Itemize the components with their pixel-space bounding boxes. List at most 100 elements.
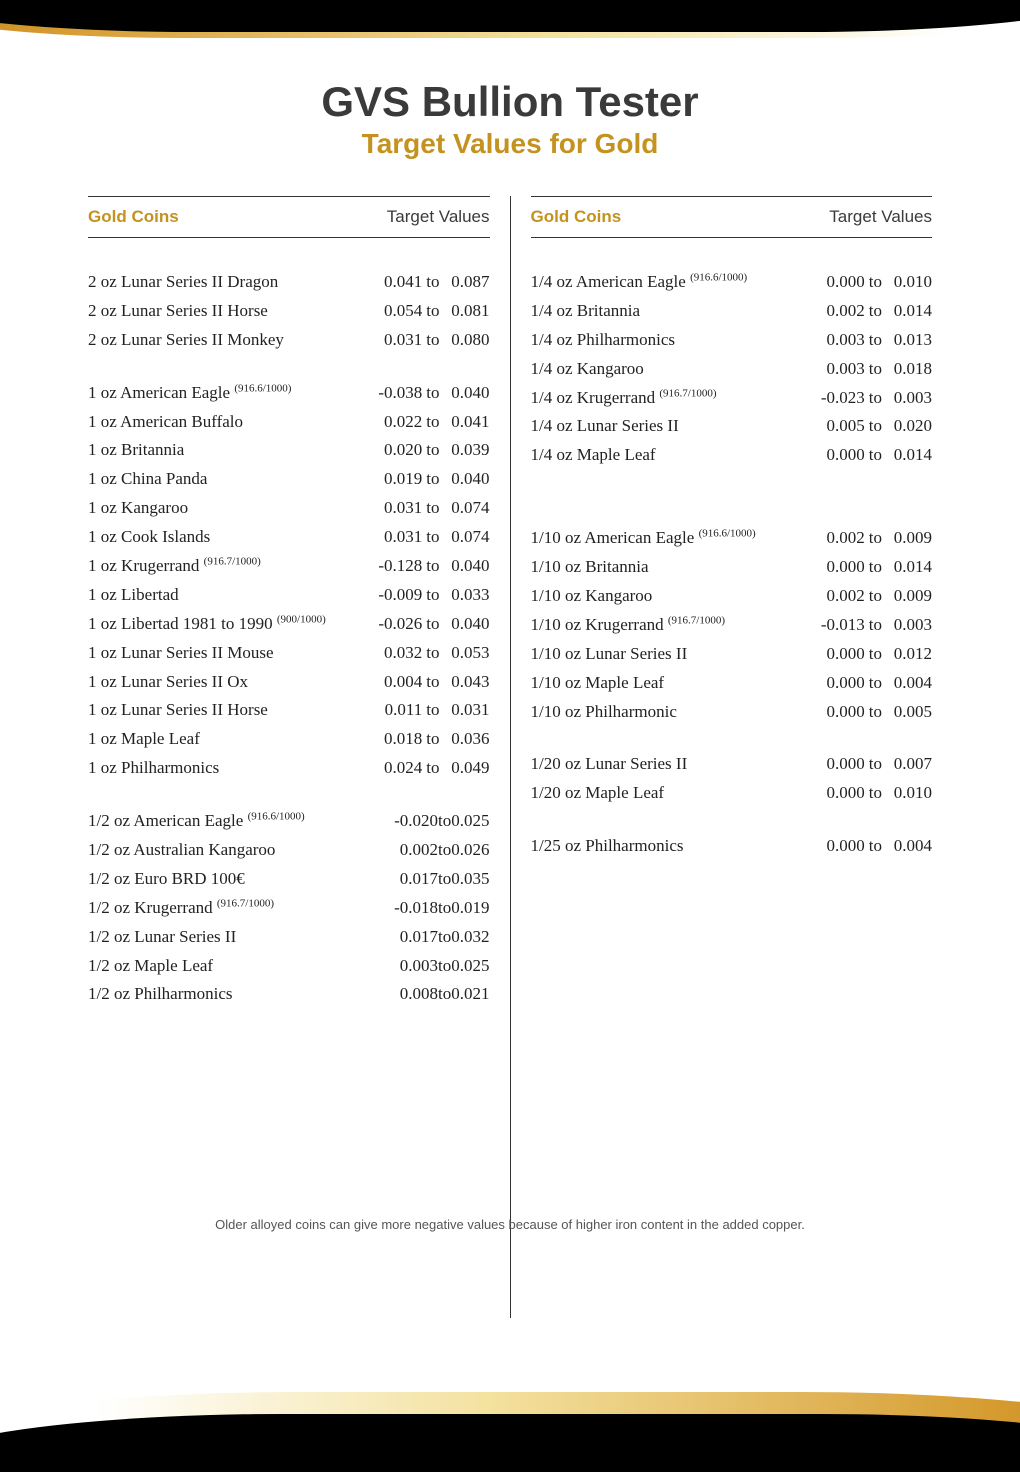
value-high: 0.013: [886, 326, 932, 355]
value-to: to: [426, 696, 439, 725]
value-low: -0.038: [368, 379, 422, 408]
fineness-superscript: (916.7/1000): [217, 897, 274, 909]
value-low: 0.000: [811, 698, 865, 727]
coin-name: 1 oz Krugerrand (916.7/1000): [88, 552, 368, 581]
table-row: 1 oz Libertad 1981 to 1990 (900/1000)-0.…: [88, 610, 490, 639]
value-range: 0.000 to 0.010: [811, 779, 932, 808]
value-high: 0.040: [444, 465, 490, 494]
table-row: 1/2 oz Philharmonics 0.008 to 0.021: [88, 980, 490, 1009]
value-high: 0.035: [451, 865, 489, 894]
value-high: 0.026: [451, 836, 489, 865]
coin-name: 1/2 oz Euro BRD 100€: [88, 865, 400, 894]
table-row: 1/4 oz Britannia 0.002 to 0.014: [531, 297, 933, 326]
value-to: to: [438, 836, 451, 865]
value-to: to: [869, 640, 882, 669]
value-range: 0.003 to 0.013: [811, 326, 932, 355]
value-to: to: [869, 297, 882, 326]
value-range: 0.019 to 0.040: [368, 465, 489, 494]
value-to: to: [869, 441, 882, 470]
value-range: 0.002 to 0.009: [811, 582, 932, 611]
value-high: 0.019: [451, 894, 489, 923]
value-high: 0.009: [886, 582, 932, 611]
value-to: to: [869, 524, 882, 553]
value-low: -0.128: [368, 552, 422, 581]
value-high: 0.036: [444, 725, 490, 754]
bottom-black-curve: [0, 1414, 1020, 1472]
value-to: to: [426, 408, 439, 437]
value-range: 0.022 to 0.041: [368, 408, 489, 437]
table-row: 2 oz Lunar Series II Monkey 0.031 to 0.0…: [88, 326, 490, 355]
value-range: 0.000 to 0.005: [811, 698, 932, 727]
value-low: 0.041: [368, 268, 422, 297]
value-low: 0.020: [368, 436, 422, 465]
value-low: 0.008: [400, 980, 438, 1009]
coin-name: 1/2 oz Krugerrand (916.7/1000): [88, 894, 394, 923]
value-low: 0.003: [811, 326, 865, 355]
coin-name: 1 oz Maple Leaf: [88, 725, 368, 754]
value-to: to: [869, 384, 882, 413]
value-high: 0.021: [451, 980, 489, 1009]
value-low: 0.032: [368, 639, 422, 668]
value-high: 0.081: [444, 297, 490, 326]
value-range: 0.000 to 0.010: [811, 268, 932, 297]
table-row: 1 oz Libertad -0.009 to 0.033: [88, 581, 490, 610]
coin-name: 1/4 oz Britannia: [531, 297, 811, 326]
table-row: 1/20 oz Maple Leaf 0.000 to 0.010: [531, 779, 933, 808]
table-row: 1 oz American Eagle (916.6/1000)-0.038 t…: [88, 379, 490, 408]
value-range: 0.000 to 0.004: [811, 669, 932, 698]
right-column-body: 1/4 oz American Eagle (916.6/1000)0.000 …: [531, 268, 933, 1318]
value-range: 0.017 to 0.032: [400, 923, 490, 952]
left-column-body: 2 oz Lunar Series II Dragon 0.041 to 0.0…: [88, 268, 490, 1318]
fineness-superscript: (916.6/1000): [690, 271, 747, 283]
coin-name: 1 oz American Eagle (916.6/1000): [88, 379, 368, 408]
value-high: 0.003: [886, 384, 932, 413]
coin-group: 1/10 oz American Eagle (916.6/1000)0.002…: [531, 524, 933, 726]
coin-name: 1/10 oz American Eagle (916.6/1000): [531, 524, 811, 553]
footnote-text: Older alloyed coins can give more negati…: [88, 1217, 932, 1232]
value-high: 0.039: [444, 436, 490, 465]
value-high: 0.025: [451, 807, 489, 836]
coin-name: 1 oz American Buffalo: [88, 408, 368, 437]
value-range: 0.024 to 0.049: [368, 754, 489, 783]
value-low: 0.018: [368, 725, 422, 754]
coin-name: 1 oz China Panda: [88, 465, 368, 494]
value-to: to: [869, 698, 882, 727]
value-to: to: [869, 750, 882, 779]
table-row: 1/10 oz Philharmonic 0.000 to 0.005: [531, 698, 933, 727]
value-to: to: [426, 610, 439, 639]
value-range: 0.011 to 0.031: [368, 696, 489, 725]
value-low: 0.024: [368, 754, 422, 783]
value-low: 0.019: [368, 465, 422, 494]
value-to: to: [426, 754, 439, 783]
coin-name: 1 oz Libertad 1981 to 1990 (900/1000): [88, 610, 368, 639]
value-to: to: [869, 779, 882, 808]
coin-name: 1 oz Kangaroo: [88, 494, 368, 523]
value-to: to: [426, 326, 439, 355]
value-high: 0.014: [886, 553, 932, 582]
table-row: 1/4 oz Lunar Series II 0.005 to 0.020: [531, 412, 933, 441]
value-to: to: [869, 582, 882, 611]
coin-name: 1 oz Lunar Series II Mouse: [88, 639, 368, 668]
value-high: 0.087: [444, 268, 490, 297]
coin-name: 1/4 oz Kangaroo: [531, 355, 811, 384]
value-range: -0.009 to 0.033: [368, 581, 489, 610]
coin-group: 1/4 oz American Eagle (916.6/1000)0.000 …: [531, 268, 933, 470]
value-low: 0.017: [400, 865, 438, 894]
value-range: 0.002 to 0.014: [811, 297, 932, 326]
coin-name: 1 oz Cook Islands: [88, 523, 368, 552]
value-low: -0.026: [368, 610, 422, 639]
value-to: to: [426, 379, 439, 408]
value-to: to: [426, 297, 439, 326]
value-low: 0.031: [368, 523, 422, 552]
table-row: 2 oz Lunar Series II Dragon 0.041 to 0.0…: [88, 268, 490, 297]
value-range: 0.000 to 0.004: [811, 832, 932, 861]
table-row: 1/2 oz Maple Leaf 0.003 to 0.025: [88, 952, 490, 981]
value-low: -0.023: [811, 384, 865, 413]
coin-group: 1/20 oz Lunar Series II 0.000 to 0.0071/…: [531, 750, 933, 808]
value-high: 0.018: [886, 355, 932, 384]
left-column: Gold Coins Target Values 2 oz Lunar Seri…: [88, 196, 511, 1318]
coin-name: 1/2 oz Australian Kangaroo: [88, 836, 400, 865]
value-to: to: [438, 865, 451, 894]
coin-name: 1/4 oz Maple Leaf: [531, 441, 811, 470]
coin-name: 1/10 oz Kangaroo: [531, 582, 811, 611]
